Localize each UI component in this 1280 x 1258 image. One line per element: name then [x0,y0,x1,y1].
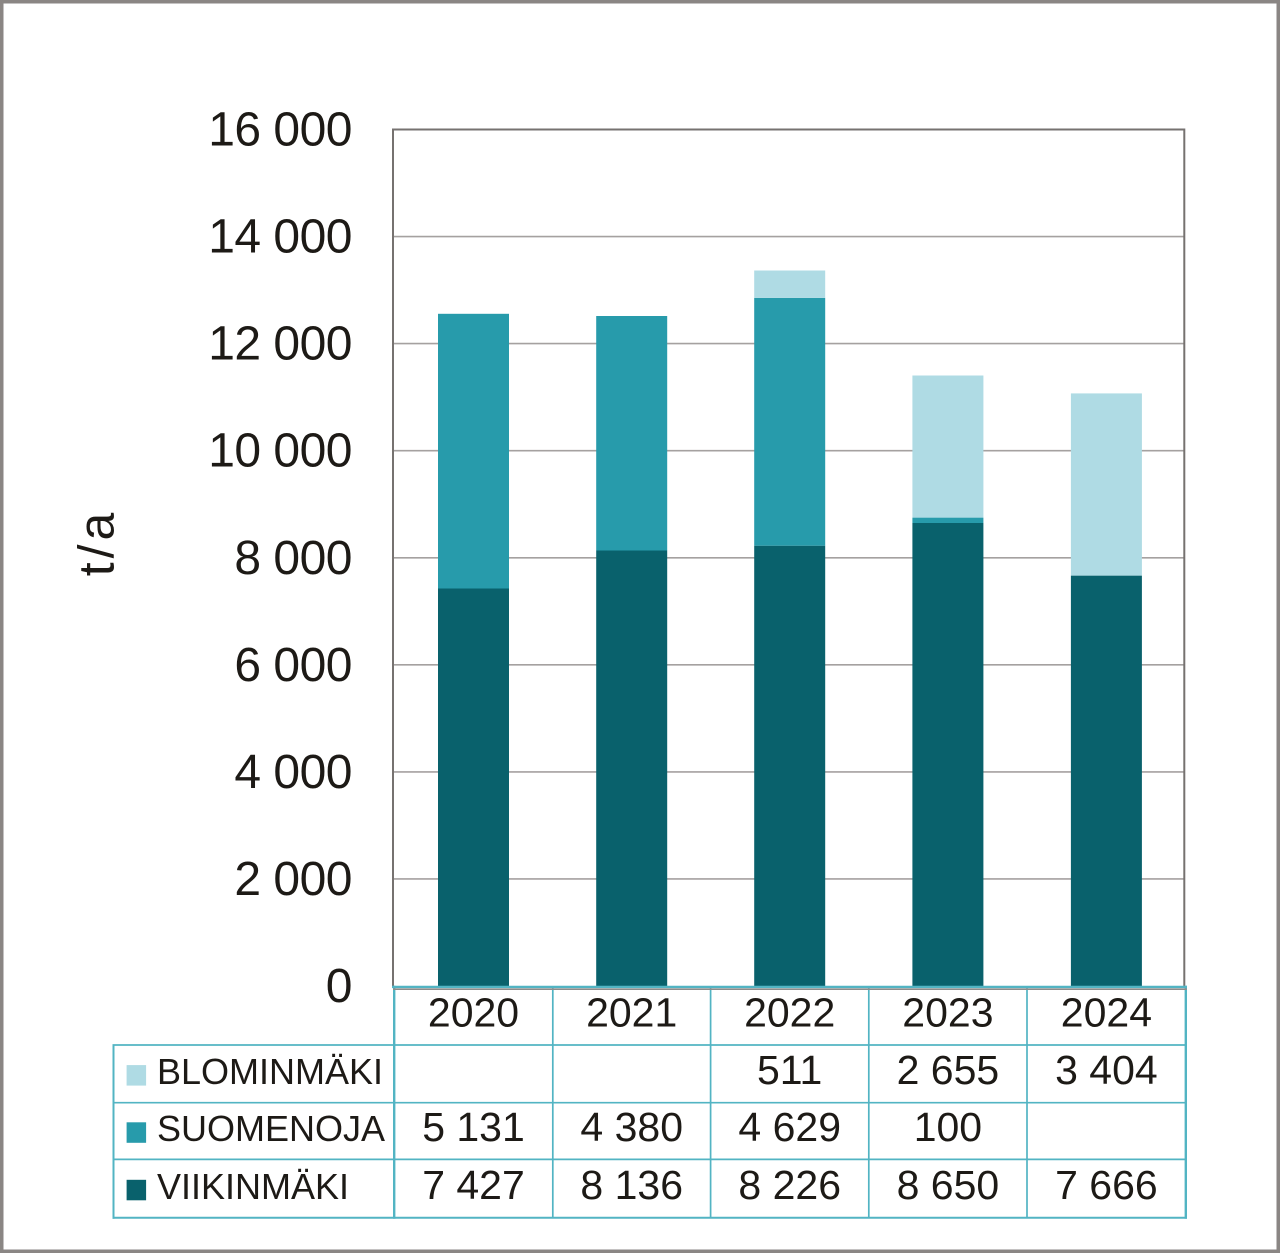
svg-text:2024: 2024 [1061,989,1152,1035]
svg-text:2 655: 2 655 [897,1047,1000,1093]
svg-text:VIIKINMÄKI: VIIKINMÄKI [157,1166,349,1207]
svg-text:2022: 2022 [744,989,835,1035]
svg-text:8 226: 8 226 [738,1162,841,1208]
svg-text:100: 100 [914,1104,982,1150]
svg-text:2021: 2021 [586,989,677,1035]
svg-text:8 650: 8 650 [897,1162,1000,1208]
svg-text:2023: 2023 [902,989,993,1035]
svg-text:8 136: 8 136 [580,1162,683,1208]
svg-text:12 000: 12 000 [208,318,352,371]
svg-text:7 427: 7 427 [422,1162,525,1208]
svg-text:SUOMENOJA: SUOMENOJA [157,1108,385,1149]
svg-text:2 000: 2 000 [234,853,352,906]
svg-text:3 404: 3 404 [1055,1047,1158,1093]
svg-text:4 629: 4 629 [738,1104,841,1150]
svg-text:4 000: 4 000 [234,746,352,799]
svg-text:511: 511 [757,1047,822,1093]
svg-text:16 000: 16 000 [208,104,352,157]
svg-text:t/a: t/a [69,509,125,577]
svg-text:8 000: 8 000 [234,532,352,585]
svg-text:4 380: 4 380 [580,1104,683,1150]
svg-text:0: 0 [326,960,352,1013]
svg-text:10 000: 10 000 [208,425,352,478]
svg-text:2020: 2020 [428,989,519,1035]
svg-text:5 131: 5 131 [422,1104,525,1150]
svg-text:6 000: 6 000 [234,639,352,692]
svg-text:7 666: 7 666 [1055,1162,1158,1208]
svg-text:14 000: 14 000 [208,211,352,264]
svg-text:BLOMINMÄKI: BLOMINMÄKI [157,1051,383,1092]
